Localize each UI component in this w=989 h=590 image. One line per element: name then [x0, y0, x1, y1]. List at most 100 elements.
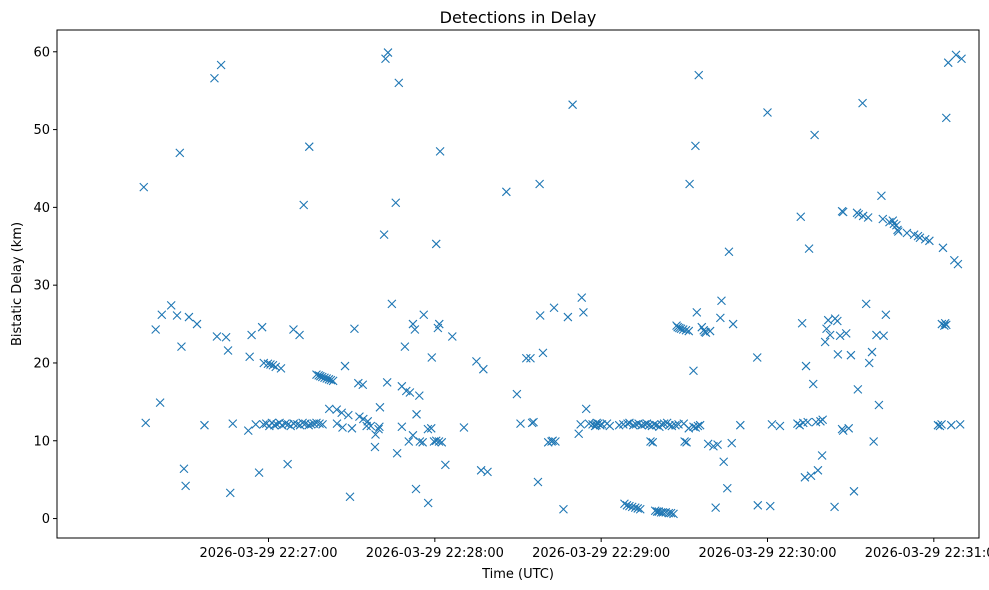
data-point: [516, 419, 525, 429]
data-point: [625, 418, 634, 428]
data-point: [767, 420, 777, 429]
data-point: [858, 98, 867, 108]
data-point: [404, 437, 414, 446]
data-point: [666, 508, 676, 518]
data-point: [559, 504, 568, 514]
x-axis-title: Time (UTC): [481, 567, 554, 582]
data-point: [318, 420, 327, 429]
data-point: [635, 504, 645, 514]
data-point: [177, 342, 186, 352]
data-point: [869, 437, 879, 446]
data-point: [671, 420, 680, 430]
y-axis: 0 10 20 30 40 50 60: [33, 45, 57, 527]
data-point: [808, 379, 818, 389]
data-point: [695, 420, 705, 430]
y-tick-label: 60: [33, 45, 50, 60]
data-point: [810, 130, 820, 140]
data-point: [298, 418, 307, 428]
data-point: [735, 420, 745, 430]
data-point: [627, 502, 637, 512]
data-point: [304, 142, 314, 152]
data-point: [535, 179, 545, 189]
data-point: [800, 472, 810, 482]
data-point: [347, 423, 357, 433]
data-point: [328, 376, 338, 386]
data-point: [853, 385, 863, 394]
data-point: [650, 506, 660, 516]
data-point: [937, 420, 946, 429]
data-point: [646, 437, 655, 446]
data-point: [727, 438, 737, 448]
data-point: [682, 437, 691, 447]
x-tick-label: 2026-03-29 22:28:00: [366, 546, 504, 561]
data-points: [139, 48, 966, 519]
data-point: [858, 211, 868, 221]
data-point: [753, 500, 763, 510]
data-point: [245, 352, 255, 362]
data-point: [394, 78, 404, 88]
data-point: [175, 148, 185, 158]
x-tick-label: 2026-03-29 22:31:00: [865, 546, 989, 561]
data-point: [633, 504, 643, 513]
data-point: [574, 429, 584, 439]
data-point: [955, 420, 965, 429]
data-point: [902, 228, 912, 238]
data-point: [259, 420, 268, 429]
data-point: [370, 442, 380, 452]
y-axis-title: Bistatic Delay (km): [10, 222, 25, 346]
data-point: [423, 424, 433, 434]
data-point: [832, 316, 842, 326]
data-point: [659, 419, 669, 429]
data-point: [620, 499, 629, 509]
data-point: [825, 330, 835, 340]
data-point: [637, 420, 647, 430]
data-point: [271, 362, 281, 372]
data-point: [312, 418, 321, 428]
data-point: [878, 214, 888, 224]
chart-title: Detections in Delay: [440, 8, 597, 27]
data-point: [157, 310, 167, 320]
data-point: [924, 236, 934, 246]
data-point: [332, 405, 342, 415]
data-point: [841, 329, 851, 338]
data-point: [366, 421, 376, 431]
data-point: [705, 326, 715, 336]
data-point: [299, 200, 309, 210]
data-point: [874, 400, 884, 410]
data-point: [649, 420, 659, 429]
data-point: [184, 312, 194, 322]
data-point: [423, 498, 433, 508]
data-point: [283, 459, 293, 469]
data-point: [933, 420, 943, 430]
data-point: [715, 313, 725, 323]
data-point: [418, 437, 428, 447]
data-point: [483, 467, 492, 477]
data-point: [521, 353, 531, 363]
data-point: [584, 419, 594, 429]
plot-area: [56, 29, 980, 539]
data-point: [268, 360, 278, 370]
data-point: [684, 326, 694, 336]
data-point: [689, 366, 698, 376]
data-point: [192, 319, 202, 329]
data-point: [478, 364, 488, 374]
data-point: [801, 361, 811, 371]
data-point: [324, 404, 334, 414]
data-point: [681, 325, 691, 335]
data-point: [623, 419, 632, 429]
data-point: [512, 389, 522, 399]
data-point: [410, 325, 420, 334]
data-point: [326, 375, 336, 385]
data-point: [763, 108, 772, 117]
data-point: [846, 350, 856, 360]
data-point: [957, 54, 966, 64]
y-tick-label: 50: [33, 123, 50, 138]
data-point: [724, 247, 734, 257]
data-point: [806, 471, 816, 481]
data-point: [472, 357, 481, 366]
data-point: [877, 191, 886, 201]
data-point: [823, 315, 833, 325]
data-point: [830, 502, 839, 512]
data-point: [141, 418, 151, 428]
data-point: [179, 464, 189, 474]
